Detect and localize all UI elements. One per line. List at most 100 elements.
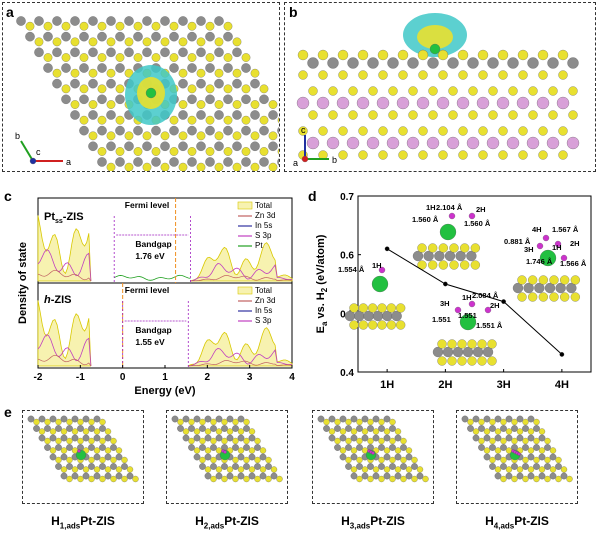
zn-atom <box>151 125 161 136</box>
lattice-atom <box>556 96 570 110</box>
s-atom <box>241 147 251 156</box>
zn-atom <box>555 463 562 470</box>
x-tick-label: 3H <box>497 379 511 391</box>
zn-atom <box>232 444 239 451</box>
zn-atom <box>268 110 278 120</box>
s-atom <box>104 428 112 435</box>
data-point-2H <box>443 281 448 287</box>
s-atom <box>396 320 406 330</box>
lattice-atom <box>568 110 578 120</box>
lattice-atom <box>328 110 338 120</box>
s-atom <box>358 320 368 330</box>
zn-atom <box>328 434 336 442</box>
caption-e-2: H2,adsPt-ZIS <box>195 514 259 531</box>
zn-atom <box>215 434 223 442</box>
s-atom <box>248 428 256 435</box>
panel-label-c: c <box>4 188 12 204</box>
s-atom <box>61 21 71 31</box>
zn-atom <box>99 425 106 432</box>
zn-atom <box>356 463 363 470</box>
zn-atom <box>126 472 134 480</box>
s-atom <box>378 456 385 464</box>
s-atom <box>142 162 152 172</box>
s-atom <box>478 437 485 445</box>
charge-density-core <box>417 25 453 49</box>
s-atom <box>223 84 233 94</box>
zn-atom <box>55 463 62 470</box>
s-atom <box>226 466 234 473</box>
zn-atom <box>250 110 260 120</box>
zn-atom <box>232 47 242 58</box>
annot-4h-h3: 3H <box>524 245 534 254</box>
lattice-atom <box>567 57 579 69</box>
zn-atom <box>248 453 256 461</box>
zn-atom <box>79 125 89 136</box>
s-atom <box>516 428 524 435</box>
lattice-atom <box>418 126 428 136</box>
lattice-atom <box>568 86 578 96</box>
lattice-atom <box>308 110 318 120</box>
zn-atom <box>323 425 330 432</box>
zn-atom <box>178 78 188 89</box>
zn-atom <box>124 16 134 26</box>
annot-3h-h3: 3H <box>440 299 450 308</box>
bandgap-label: Bandgap <box>135 325 171 335</box>
s-atom <box>383 447 391 454</box>
s-atom <box>205 84 215 94</box>
s-atom <box>237 447 245 454</box>
s-atom <box>70 37 80 47</box>
s-atom <box>356 437 363 445</box>
zn-atom <box>367 425 374 432</box>
s-atom <box>133 147 143 156</box>
lattice-atom <box>538 150 548 160</box>
zn-atom <box>178 141 188 152</box>
dos-total-area <box>188 327 293 367</box>
s-atom <box>538 292 548 302</box>
s-atom <box>457 356 467 366</box>
s-atom <box>93 428 101 435</box>
lattice-atom <box>548 110 558 120</box>
lattice-atom <box>356 96 370 110</box>
zn-atom <box>265 463 272 470</box>
zn-atom <box>182 434 190 442</box>
zn-atom <box>188 425 195 432</box>
dos-s3p-line <box>190 263 293 282</box>
lattice-atom <box>376 96 390 110</box>
zn-atom <box>378 444 385 451</box>
s-atom <box>182 428 190 435</box>
zn-atom <box>187 125 197 136</box>
axis-label-b: b <box>332 155 337 165</box>
zn-atom <box>97 31 107 42</box>
s-atom <box>544 437 551 445</box>
s-atom <box>437 339 447 349</box>
zn-atom <box>223 63 233 73</box>
x-tick-label: -2 <box>34 372 43 383</box>
h-atom <box>554 240 562 248</box>
s-atom <box>428 260 438 270</box>
s-atom <box>205 147 215 156</box>
lattice-atom <box>558 70 568 80</box>
s-atom <box>528 275 538 285</box>
s-atom <box>522 456 529 464</box>
s-atom <box>400 437 407 445</box>
lattice-atom <box>508 110 518 120</box>
lattice-atom <box>378 150 388 160</box>
s-atom <box>196 37 206 47</box>
zn-atom <box>178 16 188 26</box>
s-atom <box>66 418 73 426</box>
lattice-atom <box>416 96 430 110</box>
lattice-atom <box>438 70 448 80</box>
x-tick-label: 1H <box>380 379 394 391</box>
s-atom <box>115 447 123 454</box>
zn-atom <box>494 434 502 442</box>
s-atom <box>383 428 391 435</box>
zn-atom <box>466 250 477 262</box>
zn-atom <box>527 472 535 480</box>
caption-e-4: H4,adsPt-ZIS <box>485 514 549 531</box>
zn-atom <box>44 425 51 432</box>
zn-atom <box>169 31 179 42</box>
zn-atom <box>99 463 106 470</box>
zn-atom <box>97 125 107 136</box>
lattice-atom <box>326 136 340 150</box>
data-point-1H <box>384 246 390 252</box>
